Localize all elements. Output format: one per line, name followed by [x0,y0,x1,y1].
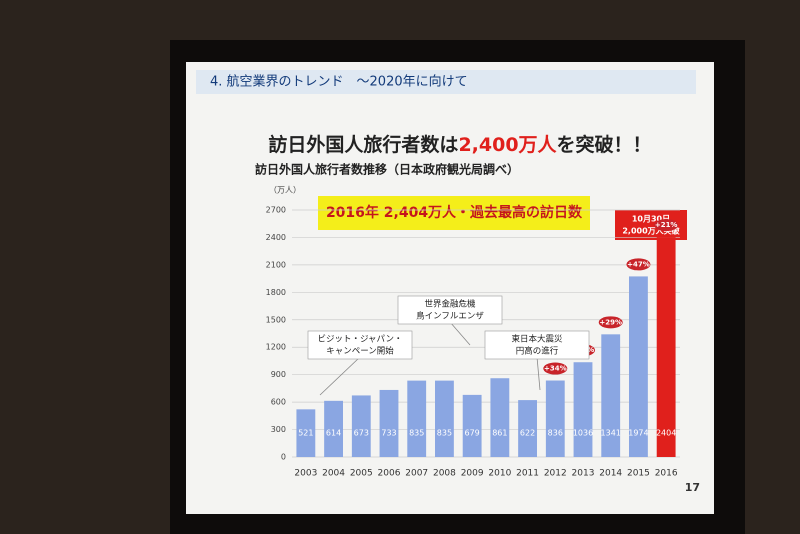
annotation-line: 世界金融危機 [424,299,476,310]
annotation-line: キャンペーン開始 [326,346,394,357]
header-bar [196,70,696,94]
growth-badge [654,219,679,232]
bar [462,394,482,457]
x-tick-label: 2014 [599,469,622,479]
x-tick-label: 2012 [544,469,567,479]
y-tick-label: 1800 [266,288,286,297]
banner: 2016年 2,404万人・過去最高の訪日数 [326,204,583,221]
value-label: 679 [465,429,480,438]
y-tick-label: 900 [271,370,286,379]
annotation-pointer [449,321,471,346]
growth-label: +47% [627,260,650,268]
value-label: 835 [437,429,452,438]
bar [573,362,593,457]
y-tick-label: 2700 [266,206,286,215]
y-tick-label: 300 [271,425,286,434]
subtitle: 訪日外国人旅行者数推移（日本政府観光局調べ） [255,162,519,177]
bar [435,380,454,457]
value-label: 614 [326,429,341,438]
value-label: 622 [520,429,535,438]
title-part: 訪日外国人旅行者数は [268,133,458,156]
bar [629,276,648,457]
title-part: を突破！！ [557,133,652,156]
y-tick-label: 2100 [266,260,286,269]
x-tick-label: 2011 [516,469,539,479]
banner-box [318,196,590,230]
value-label: 673 [354,429,369,438]
y-tick-label: 600 [271,398,286,407]
x-tick-label: 2005 [350,469,373,479]
x-tick-label: 2009 [461,469,484,479]
growth-badge [626,258,651,271]
bar [656,237,676,457]
y-tick-label: 1500 [266,315,286,324]
bar [490,378,510,457]
title: 訪日外国人旅行者数は2,400万人を突破！！ [268,133,651,156]
value-label: 1341 [601,429,621,438]
x-tick-label: 2016 [655,469,678,479]
value-label: 2404 [656,429,676,438]
x-tick-label: 2010 [488,469,511,479]
value-label: 861 [492,429,507,438]
bar [407,380,427,457]
bar [296,409,316,457]
x-tick-label: 2008 [433,469,456,479]
value-label: 1036 [573,429,593,438]
annotation-line: ビジット・ジャパン・ [317,335,402,345]
annotation-box [397,295,503,325]
annotation-line: 円高の進行 [516,346,559,357]
growth-label: +21% [655,221,678,229]
annotation-line: 鳥インフルエンザ [416,311,484,322]
growth-badge [598,316,623,329]
growth-label: +29% [599,318,622,326]
annotation-box [307,330,413,360]
header: 4. 航空業界のトレンド ～2020年に向けて [210,74,468,90]
y-tick-label: 2400 [266,233,286,242]
annotation-pointer [319,356,361,396]
y-tick-label: 0 [281,453,286,462]
callout-line: 10月30日 [632,215,670,224]
bar [324,400,343,457]
growth-badge [543,362,568,375]
x-tick-label: 2003 [294,469,317,479]
value-label: 521 [298,429,313,438]
y-unit: （万人） [269,186,301,195]
bar [518,400,537,457]
bar [351,395,371,457]
annotation-box [484,330,590,360]
annotation-pointer [536,356,541,391]
x-tick-label: 2013 [572,469,595,479]
value-label: 835 [409,429,424,438]
x-tick-label: 2015 [627,469,650,479]
bar [545,380,565,457]
x-tick-label: 2006 [378,469,401,479]
title-highlight: 2,400万人 [458,134,557,156]
callout-line: 2,000万人突破 [622,226,679,236]
y-tick-label: 1200 [266,343,286,352]
bar [379,389,399,457]
page-number: 17 [685,481,700,494]
x-tick-label: 2007 [405,469,428,479]
x-tick-label: 2004 [322,469,345,479]
value-label: 1974 [628,429,648,438]
value-label: 836 [548,429,563,438]
plot: 0 300 600 900 1200 1500 1800 2100 2400 2700 2003 52… [266,206,680,479]
growth-label: +34% [544,365,567,373]
annotation-line: 東日本大震災 [511,334,563,345]
bar [601,334,621,457]
value-label: 733 [381,429,396,438]
